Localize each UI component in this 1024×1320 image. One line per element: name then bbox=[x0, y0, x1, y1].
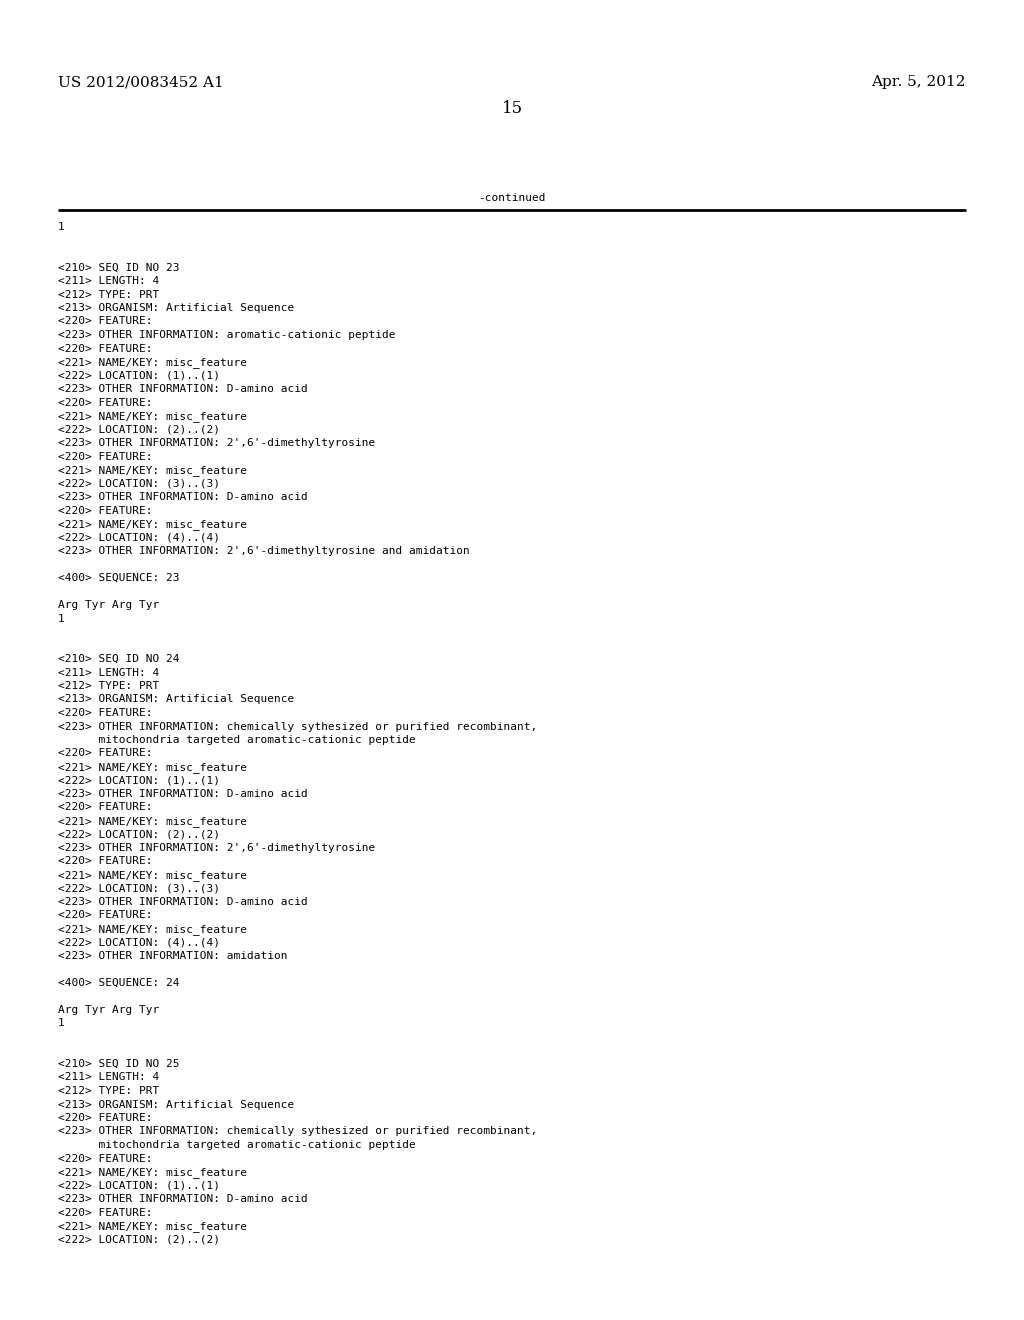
Text: Arg Tyr Arg Tyr: Arg Tyr Arg Tyr bbox=[58, 1005, 160, 1015]
Text: <221> NAME/KEY: misc_feature: <221> NAME/KEY: misc_feature bbox=[58, 816, 247, 826]
Text: <223> OTHER INFORMATION: D-amino acid: <223> OTHER INFORMATION: D-amino acid bbox=[58, 492, 308, 502]
Text: <222> LOCATION: (2)..(2): <222> LOCATION: (2)..(2) bbox=[58, 829, 220, 840]
Text: <221> NAME/KEY: misc_feature: <221> NAME/KEY: misc_feature bbox=[58, 356, 247, 368]
Text: <220> FEATURE:: <220> FEATURE: bbox=[58, 506, 153, 516]
Text: 1: 1 bbox=[58, 1019, 65, 1028]
Text: 1: 1 bbox=[58, 614, 65, 623]
Text: <222> LOCATION: (4)..(4): <222> LOCATION: (4)..(4) bbox=[58, 532, 220, 543]
Text: <221> NAME/KEY: misc_feature: <221> NAME/KEY: misc_feature bbox=[58, 465, 247, 477]
Text: <222> LOCATION: (1)..(1): <222> LOCATION: (1)..(1) bbox=[58, 371, 220, 380]
Text: <213> ORGANISM: Artificial Sequence: <213> ORGANISM: Artificial Sequence bbox=[58, 304, 294, 313]
Text: <223> OTHER INFORMATION: D-amino acid: <223> OTHER INFORMATION: D-amino acid bbox=[58, 384, 308, 393]
Text: <220> FEATURE:: <220> FEATURE: bbox=[58, 343, 153, 354]
Text: <213> ORGANISM: Artificial Sequence: <213> ORGANISM: Artificial Sequence bbox=[58, 1100, 294, 1110]
Text: <210> SEQ ID NO 23: <210> SEQ ID NO 23 bbox=[58, 263, 179, 272]
Text: <223> OTHER INFORMATION: 2',6'-dimethyltyrosine and amidation: <223> OTHER INFORMATION: 2',6'-dimethylt… bbox=[58, 546, 470, 556]
Text: <211> LENGTH: 4: <211> LENGTH: 4 bbox=[58, 1072, 160, 1082]
Text: <223> OTHER INFORMATION: D-amino acid: <223> OTHER INFORMATION: D-amino acid bbox=[58, 789, 308, 799]
Text: <222> LOCATION: (3)..(3): <222> LOCATION: (3)..(3) bbox=[58, 479, 220, 488]
Text: <400> SEQUENCE: 23: <400> SEQUENCE: 23 bbox=[58, 573, 179, 583]
Text: <400> SEQUENCE: 24: <400> SEQUENCE: 24 bbox=[58, 978, 179, 987]
Text: <212> TYPE: PRT: <212> TYPE: PRT bbox=[58, 1086, 160, 1096]
Text: <220> FEATURE:: <220> FEATURE: bbox=[58, 397, 153, 408]
Text: mitochondria targeted aromatic-cationic peptide: mitochondria targeted aromatic-cationic … bbox=[58, 735, 416, 744]
Text: <222> LOCATION: (4)..(4): <222> LOCATION: (4)..(4) bbox=[58, 937, 220, 948]
Text: <223> OTHER INFORMATION: 2',6'-dimethyltyrosine: <223> OTHER INFORMATION: 2',6'-dimethylt… bbox=[58, 438, 375, 447]
Text: <220> FEATURE:: <220> FEATURE: bbox=[58, 911, 153, 920]
Text: <211> LENGTH: 4: <211> LENGTH: 4 bbox=[58, 276, 160, 286]
Text: <220> FEATURE:: <220> FEATURE: bbox=[58, 451, 153, 462]
Text: <223> OTHER INFORMATION: D-amino acid: <223> OTHER INFORMATION: D-amino acid bbox=[58, 1195, 308, 1204]
Text: <223> OTHER INFORMATION: 2',6'-dimethyltyrosine: <223> OTHER INFORMATION: 2',6'-dimethylt… bbox=[58, 843, 375, 853]
Text: mitochondria targeted aromatic-cationic peptide: mitochondria targeted aromatic-cationic … bbox=[58, 1140, 416, 1150]
Text: <222> LOCATION: (1)..(1): <222> LOCATION: (1)..(1) bbox=[58, 1180, 220, 1191]
Text: <220> FEATURE:: <220> FEATURE: bbox=[58, 1154, 153, 1163]
Text: Arg Tyr Arg Tyr: Arg Tyr Arg Tyr bbox=[58, 601, 160, 610]
Text: <220> FEATURE:: <220> FEATURE: bbox=[58, 317, 153, 326]
Text: <221> NAME/KEY: misc_feature: <221> NAME/KEY: misc_feature bbox=[58, 1221, 247, 1232]
Text: <221> NAME/KEY: misc_feature: <221> NAME/KEY: misc_feature bbox=[58, 870, 247, 880]
Text: <211> LENGTH: 4: <211> LENGTH: 4 bbox=[58, 668, 160, 677]
Text: <223> OTHER INFORMATION: aromatic-cationic peptide: <223> OTHER INFORMATION: aromatic-cation… bbox=[58, 330, 395, 341]
Text: 15: 15 bbox=[502, 100, 522, 117]
Text: <221> NAME/KEY: misc_feature: <221> NAME/KEY: misc_feature bbox=[58, 762, 247, 774]
Text: <221> NAME/KEY: misc_feature: <221> NAME/KEY: misc_feature bbox=[58, 519, 247, 529]
Text: <221> NAME/KEY: misc_feature: <221> NAME/KEY: misc_feature bbox=[58, 1167, 247, 1177]
Text: <222> LOCATION: (1)..(1): <222> LOCATION: (1)..(1) bbox=[58, 776, 220, 785]
Text: <220> FEATURE:: <220> FEATURE: bbox=[58, 857, 153, 866]
Text: -continued: -continued bbox=[478, 193, 546, 203]
Text: <220> FEATURE:: <220> FEATURE: bbox=[58, 803, 153, 813]
Text: <210> SEQ ID NO 25: <210> SEQ ID NO 25 bbox=[58, 1059, 179, 1069]
Text: US 2012/0083452 A1: US 2012/0083452 A1 bbox=[58, 75, 224, 88]
Text: <222> LOCATION: (2)..(2): <222> LOCATION: (2)..(2) bbox=[58, 1234, 220, 1245]
Text: <222> LOCATION: (2)..(2): <222> LOCATION: (2)..(2) bbox=[58, 425, 220, 434]
Text: <223> OTHER INFORMATION: chemically sythesized or purified recombinant,: <223> OTHER INFORMATION: chemically syth… bbox=[58, 722, 538, 731]
Text: <221> NAME/KEY: misc_feature: <221> NAME/KEY: misc_feature bbox=[58, 924, 247, 935]
Text: <221> NAME/KEY: misc_feature: <221> NAME/KEY: misc_feature bbox=[58, 411, 247, 422]
Text: <220> FEATURE:: <220> FEATURE: bbox=[58, 1208, 153, 1217]
Text: 1: 1 bbox=[58, 222, 65, 232]
Text: <212> TYPE: PRT: <212> TYPE: PRT bbox=[58, 681, 160, 690]
Text: <223> OTHER INFORMATION: D-amino acid: <223> OTHER INFORMATION: D-amino acid bbox=[58, 898, 308, 907]
Text: <220> FEATURE:: <220> FEATURE: bbox=[58, 1113, 153, 1123]
Text: Apr. 5, 2012: Apr. 5, 2012 bbox=[871, 75, 966, 88]
Text: <223> OTHER INFORMATION: amidation: <223> OTHER INFORMATION: amidation bbox=[58, 950, 288, 961]
Text: <220> FEATURE:: <220> FEATURE: bbox=[58, 708, 153, 718]
Text: <210> SEQ ID NO 24: <210> SEQ ID NO 24 bbox=[58, 653, 179, 664]
Text: <222> LOCATION: (3)..(3): <222> LOCATION: (3)..(3) bbox=[58, 883, 220, 894]
Text: <220> FEATURE:: <220> FEATURE: bbox=[58, 748, 153, 759]
Text: <223> OTHER INFORMATION: chemically sythesized or purified recombinant,: <223> OTHER INFORMATION: chemically syth… bbox=[58, 1126, 538, 1137]
Text: <212> TYPE: PRT: <212> TYPE: PRT bbox=[58, 289, 160, 300]
Text: <213> ORGANISM: Artificial Sequence: <213> ORGANISM: Artificial Sequence bbox=[58, 694, 294, 705]
